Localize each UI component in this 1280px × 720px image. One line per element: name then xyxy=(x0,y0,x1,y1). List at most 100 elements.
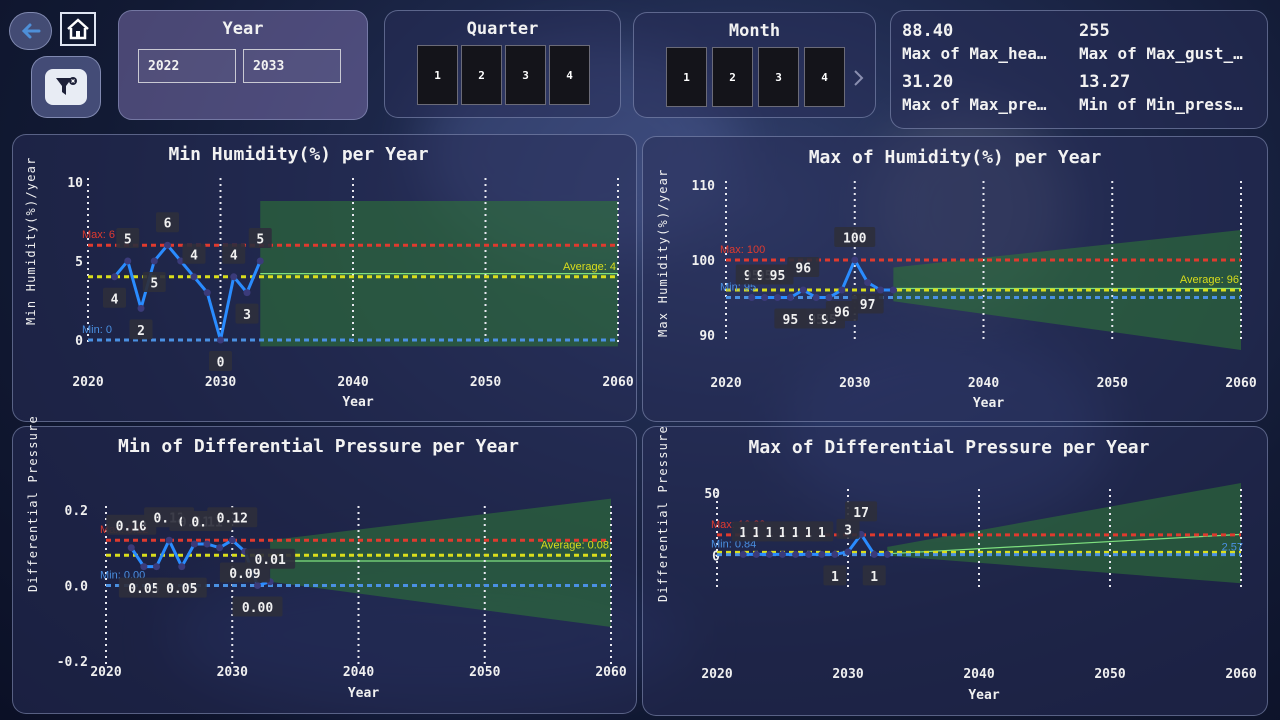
forecast-band xyxy=(270,498,611,628)
data-label-box xyxy=(106,514,157,535)
home-icon xyxy=(67,18,89,40)
data-point xyxy=(748,294,756,301)
data-label: 1 xyxy=(805,526,813,541)
data-label: 3 xyxy=(243,308,251,323)
data-point xyxy=(805,550,813,558)
x-tick-label: 2060 xyxy=(1225,376,1256,391)
data-point xyxy=(254,582,261,589)
data-label: 0.05 xyxy=(166,582,197,597)
data-label: 0 xyxy=(217,356,225,371)
back-button[interactable] xyxy=(9,12,52,50)
data-label-box xyxy=(774,308,807,329)
month-slicer-title: Month xyxy=(728,21,781,41)
data-label: 17 xyxy=(853,506,869,521)
y-tick-label: 50 xyxy=(704,487,720,502)
data-point xyxy=(164,241,171,249)
data-label: 1 xyxy=(831,570,839,585)
data-label-box xyxy=(129,319,153,340)
data-label: 3 xyxy=(844,523,852,538)
kpi-label: Min of Min_press… xyxy=(1079,95,1243,114)
data-label-box xyxy=(787,257,820,277)
quarter-tile[interactable]: 2 xyxy=(461,45,502,105)
data-label: 1 xyxy=(792,526,800,541)
data-point xyxy=(818,550,826,558)
data-point xyxy=(765,550,773,558)
data-point xyxy=(153,563,160,571)
data-point xyxy=(779,550,786,558)
data-point xyxy=(216,544,224,552)
home-button[interactable] xyxy=(60,12,96,46)
year-to-input[interactable]: 2033 xyxy=(243,49,341,83)
y-axis-label: Differential Pressure xyxy=(26,415,40,592)
month-tile[interactable]: 1 xyxy=(666,47,707,107)
chart-title: Min of Differential Pressure per Year xyxy=(118,436,519,457)
year-from-input[interactable]: 2022 xyxy=(138,49,236,83)
data-label-box xyxy=(232,596,283,617)
clear-filters-button[interactable] xyxy=(31,56,101,118)
data-point xyxy=(774,294,781,301)
data-label-box xyxy=(116,228,140,248)
data-label-box xyxy=(845,501,878,522)
forecast-line xyxy=(887,533,1242,555)
data-label-box xyxy=(118,577,169,598)
data-point xyxy=(799,286,807,294)
kpi-label: Max of Max_hea… xyxy=(902,44,1047,63)
data-point xyxy=(864,279,872,286)
quarter-tile[interactable]: 4 xyxy=(549,45,590,105)
data-point xyxy=(752,550,760,558)
month-tile[interactable]: 4 xyxy=(804,47,845,107)
x-tick-label: 2020 xyxy=(90,665,121,680)
data-label: 1 xyxy=(818,526,826,541)
year-slicer: Year 2022 2033 xyxy=(118,10,368,120)
data-label: 100 xyxy=(843,232,867,247)
chart-panel-max-humidity[interactable]: Max of Humidity(%) per Year 2020 2030 2040… xyxy=(642,136,1268,422)
y-tick-label: 90 xyxy=(699,329,715,344)
y-tick-label: -0.2 xyxy=(57,655,88,670)
chart-title: Max of Differential Pressure per Year xyxy=(748,437,1150,458)
data-label-box xyxy=(823,565,847,586)
kpi-value: 88.40 xyxy=(902,21,954,41)
x-tick-label: 2060 xyxy=(595,665,626,680)
x-tick-label: 2050 xyxy=(1094,667,1125,682)
data-label: 2 xyxy=(137,324,145,339)
data-label-box xyxy=(248,228,272,248)
data-label: 0.12 xyxy=(217,512,248,527)
data-point xyxy=(812,294,820,301)
month-tile[interactable]: 3 xyxy=(758,47,799,107)
chevron-right-icon[interactable] xyxy=(852,69,864,87)
data-point xyxy=(256,257,264,265)
data-label: 5 xyxy=(124,233,132,248)
data-point xyxy=(877,286,884,294)
data-point xyxy=(883,550,891,558)
data-point xyxy=(190,273,198,281)
chart-panel-min-humidity[interactable]: Min Humidity(%) per Year 2020 2030 2040 205… xyxy=(12,134,637,422)
data-point xyxy=(786,294,794,301)
data-point xyxy=(228,536,236,544)
data-label-box xyxy=(209,351,232,371)
kpi-card: 88.40 Max of Max_hea… 255 Max of Max_gus… xyxy=(890,10,1268,129)
quarter-slicer: Quarter 1 2 3 4 xyxy=(384,10,621,118)
data-label: 0.01 xyxy=(254,553,285,568)
x-tick-label: 2040 xyxy=(963,667,994,682)
data-label-box xyxy=(182,243,206,264)
year-slicer-title: Year xyxy=(222,19,264,39)
quarter-tile[interactable]: 1 xyxy=(417,45,458,105)
data-label-box xyxy=(834,227,876,247)
x-tick-label: 2050 xyxy=(1097,376,1128,391)
data-label-box xyxy=(207,507,258,528)
quarter-tile[interactable]: 3 xyxy=(505,45,546,105)
x-axis-label: Year xyxy=(968,688,999,703)
kpi-label: Max of Max_gust_… xyxy=(1079,44,1243,63)
data-label: 1 xyxy=(870,570,878,585)
data-point xyxy=(124,257,132,265)
average-line-label: Average: 4 xyxy=(563,261,616,273)
data-point xyxy=(111,273,118,281)
data-point xyxy=(838,286,846,294)
data-label: 95 xyxy=(783,313,799,328)
month-tile[interactable]: 2 xyxy=(712,47,753,107)
clear-filter-icon xyxy=(56,77,77,95)
chart-panel-max-diff-pressure[interactable]: Max of Differential Pressure per Year 20… xyxy=(642,425,1268,716)
data-label: 4 xyxy=(190,248,198,263)
chart-panel-min-diff-pressure[interactable]: Min of Differential Pressure per Year 20… xyxy=(12,415,637,714)
back-arrow-icon xyxy=(21,23,40,39)
